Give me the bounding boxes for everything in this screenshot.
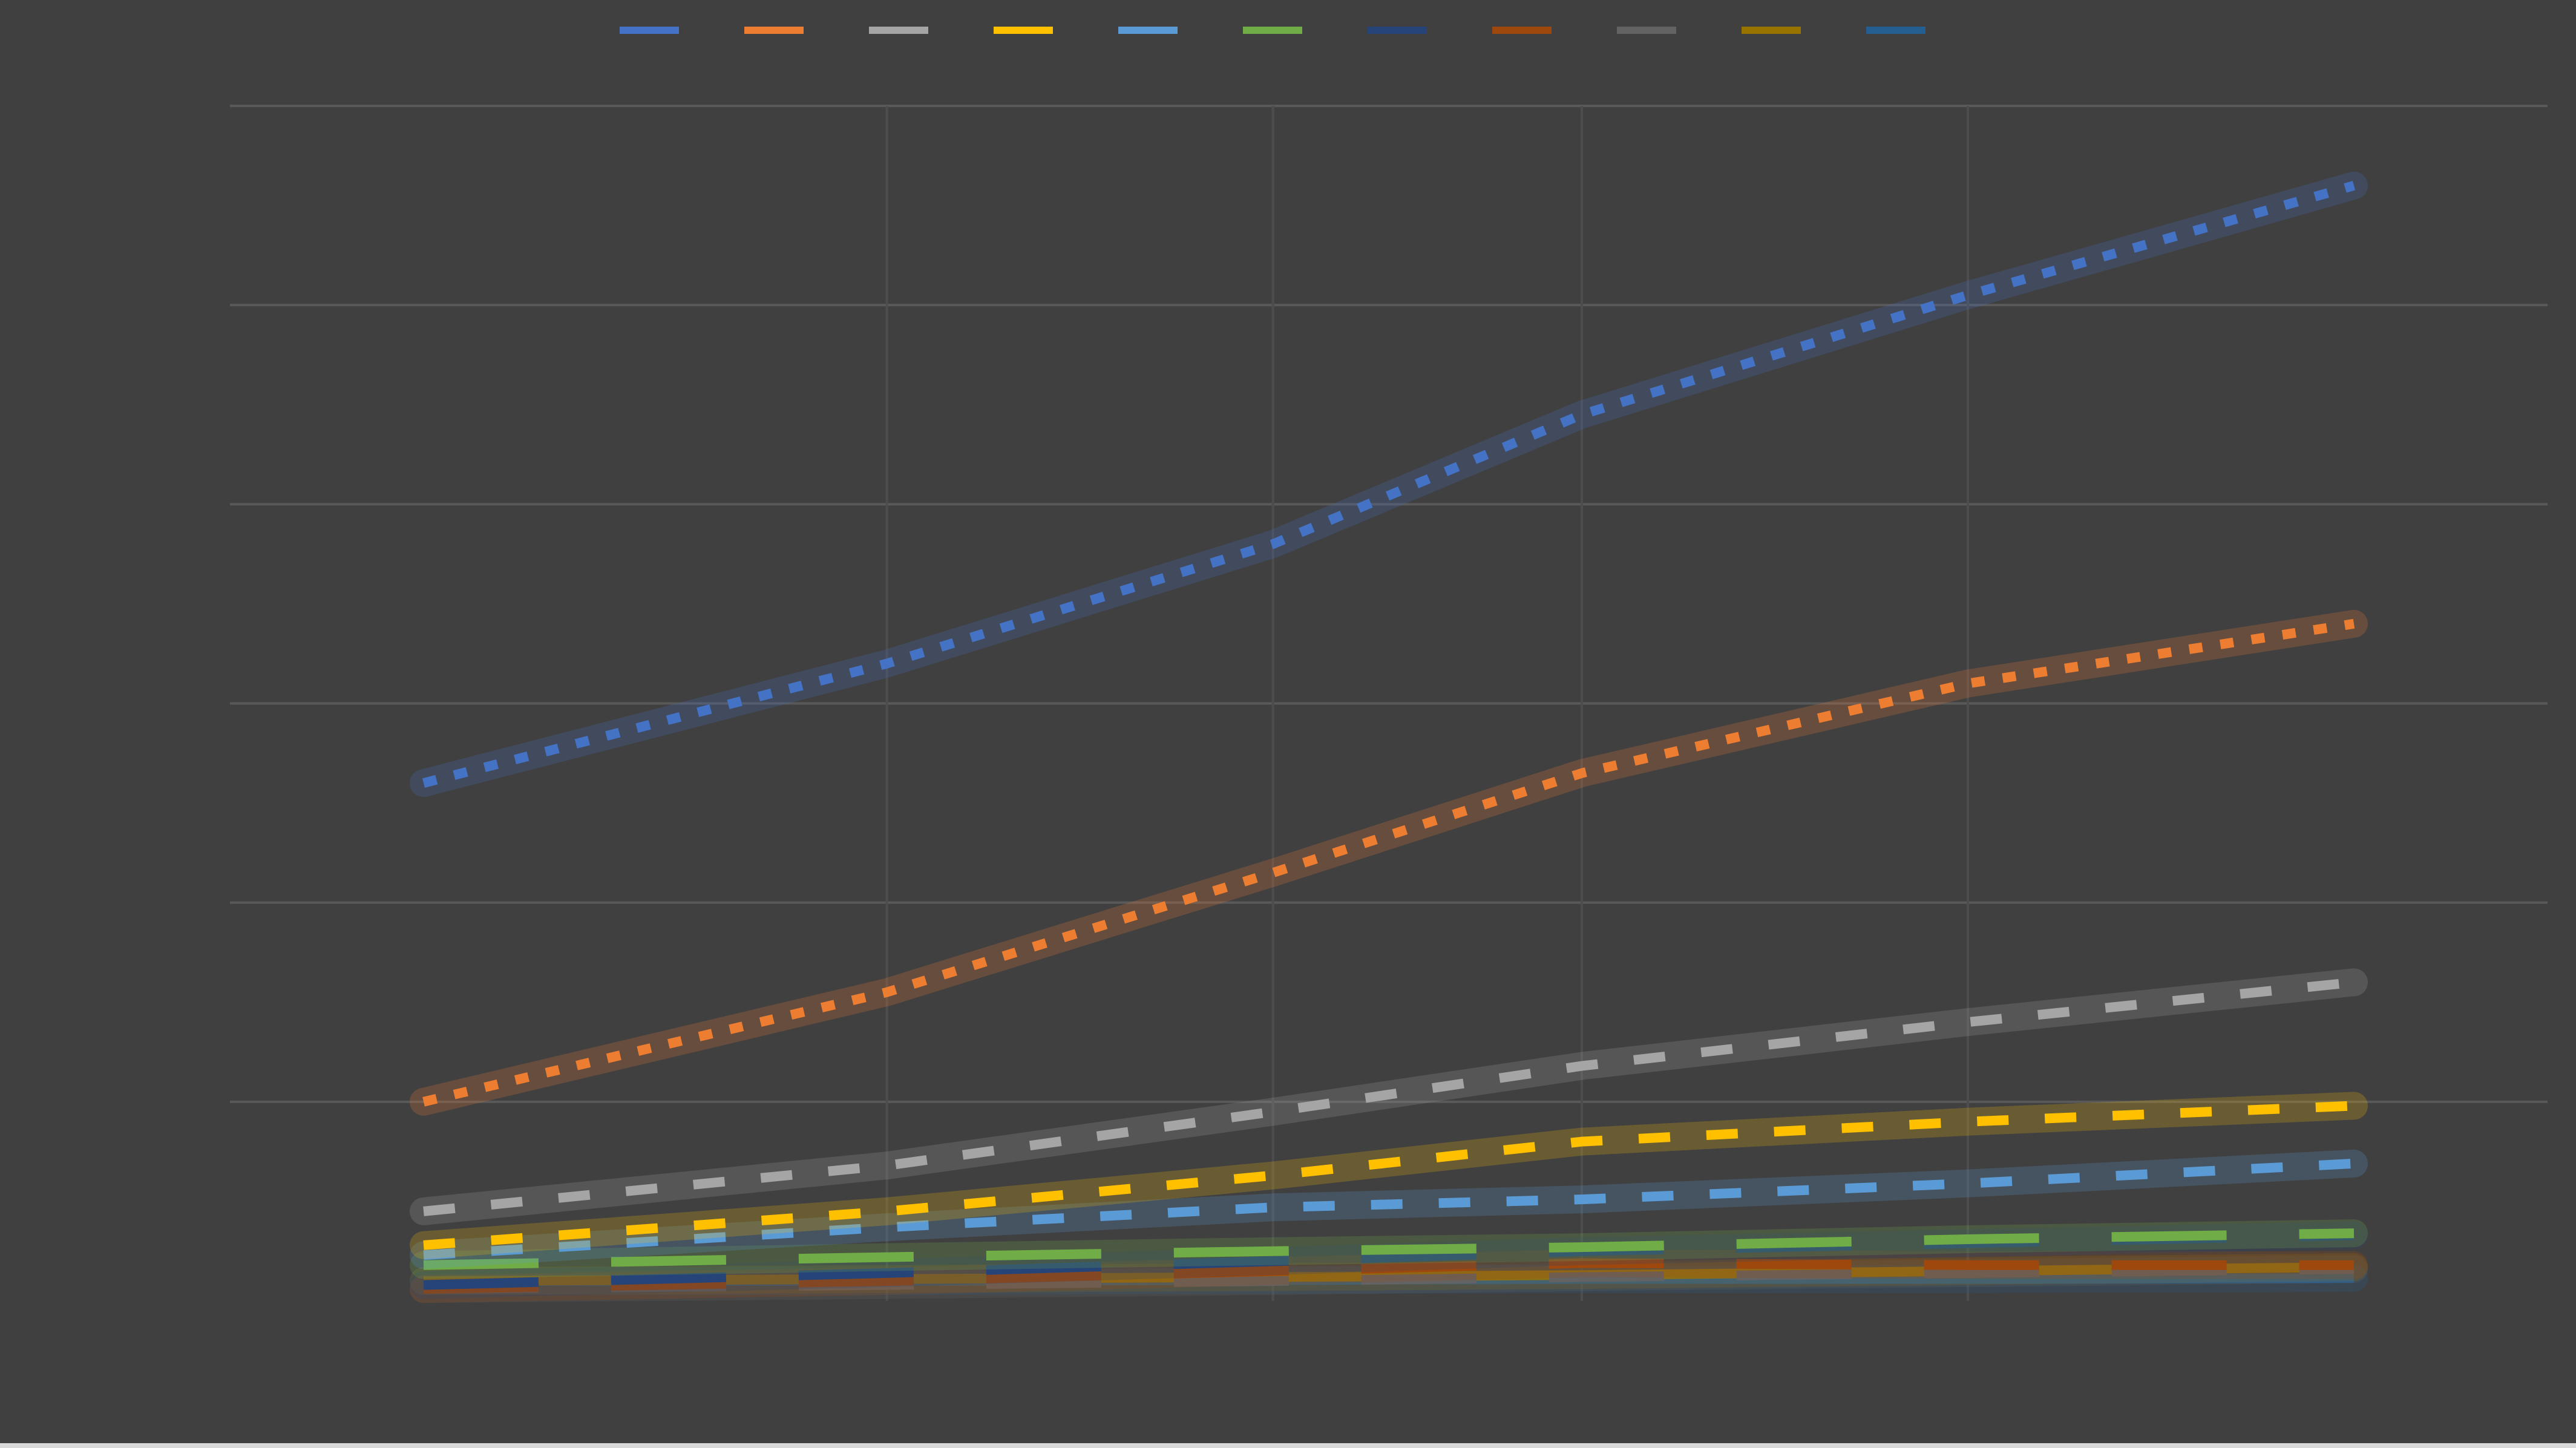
legend-item: [744, 27, 835, 34]
series-glow: [410, 968, 2368, 1225]
series-glow: [410, 1092, 2368, 1259]
series-line: [423, 1258, 2354, 1294]
legend-swatch: [1118, 27, 1178, 34]
series-line: [423, 1228, 2355, 1270]
legend-item: [1242, 27, 1334, 34]
legend-item: [1616, 27, 1708, 34]
legend-swatch: [744, 27, 804, 34]
chart-legend: [0, 27, 2576, 34]
legend-swatch: [1866, 27, 1925, 34]
bottom-border: [0, 1443, 2576, 1448]
legend-swatch: [1616, 27, 1676, 34]
legend-item: [1118, 27, 1209, 34]
legend-item: [1492, 27, 1583, 34]
legend-item: [1367, 27, 1458, 34]
legend-swatch: [993, 27, 1053, 34]
legend-swatch: [868, 27, 928, 34]
series-line: [422, 618, 2355, 1107]
legend-item: [619, 27, 710, 34]
legend-item: [868, 27, 960, 34]
legend-swatch: [1741, 27, 1801, 34]
legend-swatch: [1367, 27, 1427, 34]
legend-swatch: [1492, 27, 1552, 34]
legend-item: [993, 27, 1084, 34]
series-glow: [410, 1149, 2368, 1269]
legend-item: [1741, 27, 1832, 34]
legend-swatch: [619, 27, 679, 34]
series-line: [422, 180, 2356, 788]
legend-swatch: [1242, 27, 1302, 34]
series-glow: [410, 171, 2368, 798]
legend-item: [1866, 27, 1957, 34]
